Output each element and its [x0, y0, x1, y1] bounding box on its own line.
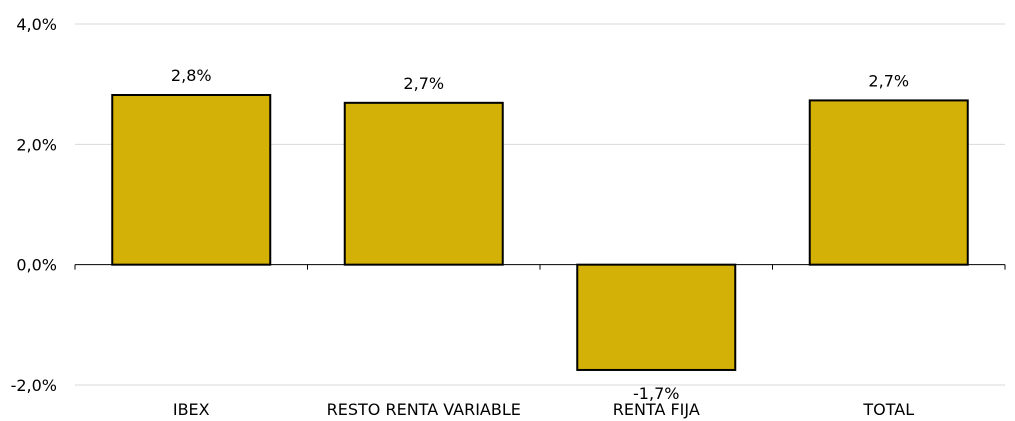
data-label: 2,7% — [868, 71, 909, 90]
category-label: TOTAL — [862, 400, 914, 419]
data-label: -1,7% — [633, 384, 679, 403]
category-label: RENTA FIJA — [613, 400, 700, 419]
category-label: RESTO RENTA VARIABLE — [327, 400, 521, 419]
bars — [111, 93, 969, 371]
data-label: 2,8% — [171, 66, 212, 85]
x-axis-category-labels: IBEX RESTO RENTA VARIABLE RENTA FIJA TOTAL — [173, 400, 914, 419]
y-tick-label: -2,0% — [11, 376, 57, 395]
y-tick-label: 4,0% — [16, 15, 57, 34]
data-label: 2,7% — [403, 74, 444, 93]
bar — [343, 101, 504, 266]
data-labels: 2,8% 2,7% -1,7% 2,7% — [171, 66, 909, 403]
y-tick-label: 0,0% — [16, 256, 57, 275]
y-tick-label: 2,0% — [16, 135, 57, 154]
category-label: IBEX — [173, 400, 210, 419]
y-axis-tick-labels: -2,0% 0,0% 2,0% 4,0% — [11, 15, 57, 395]
x-axis — [74, 264, 1006, 270]
bar — [576, 263, 737, 371]
bar — [808, 99, 969, 266]
bar — [111, 93, 272, 266]
